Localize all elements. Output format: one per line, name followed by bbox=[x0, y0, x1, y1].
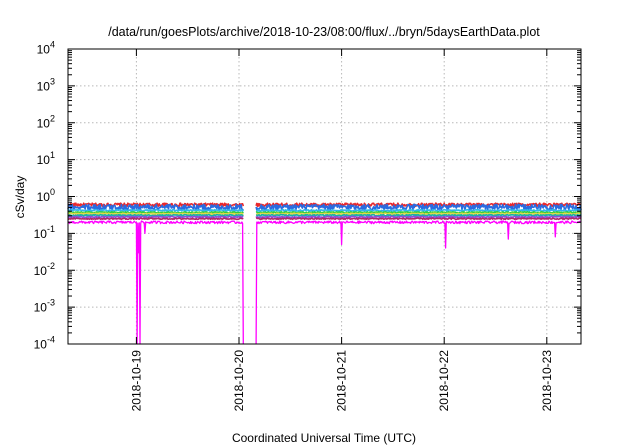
y-tick-exponent: 0 bbox=[50, 187, 55, 197]
series-line bbox=[67, 203, 582, 211]
y-tick-exponent: 3 bbox=[50, 76, 55, 86]
y-tick-label: 103 bbox=[37, 76, 55, 93]
series-line bbox=[67, 212, 582, 216]
grid bbox=[68, 49, 581, 344]
y-tick-label: 10-1 bbox=[34, 224, 55, 241]
y-tick-label: 10-4 bbox=[34, 335, 55, 352]
y-tick-exponent: -2 bbox=[47, 261, 55, 271]
y-tick-exponent: 1 bbox=[50, 150, 55, 160]
y-tick-label: 100 bbox=[37, 187, 55, 204]
series-line bbox=[67, 208, 582, 212]
x-tick-label: 2018-10-19 bbox=[129, 350, 143, 412]
y-tick-label: 102 bbox=[37, 113, 55, 130]
y-tick-label: 10-3 bbox=[34, 298, 55, 315]
series-line bbox=[67, 215, 582, 219]
series-line bbox=[67, 217, 582, 221]
y-tick-label: 10-2 bbox=[34, 261, 55, 278]
x-axis: 2018-10-19 2018-10-20 2018-10-21 2018-10-22… bbox=[129, 49, 554, 412]
x-axis-label: Coordinated Universal Time (UTC) bbox=[232, 431, 416, 445]
y-tick-exponent: -4 bbox=[47, 335, 55, 345]
x-tick-label: 2018-10-21 bbox=[335, 350, 349, 412]
y-tick-exponent: 4 bbox=[50, 40, 55, 50]
chart-title: /data/run/goesPlots/archive/2018-10-23/0… bbox=[108, 25, 540, 39]
y-tick-label: 104 bbox=[37, 40, 55, 57]
x-tick-label: 2018-10-20 bbox=[232, 350, 246, 412]
y-tick-exponent: -3 bbox=[47, 298, 55, 308]
y-tick-exponent: -1 bbox=[47, 224, 55, 234]
series-line bbox=[67, 220, 582, 345]
x-tick-label: 2018-10-22 bbox=[437, 350, 451, 412]
y-axis-label: cSv/day bbox=[13, 176, 27, 219]
y-tick-label: 101 bbox=[37, 150, 55, 167]
y-tick-exponent: 2 bbox=[50, 113, 55, 123]
series-layer bbox=[67, 202, 582, 345]
series-line bbox=[67, 213, 582, 217]
x-tick-label: 2018-10-23 bbox=[540, 350, 554, 412]
